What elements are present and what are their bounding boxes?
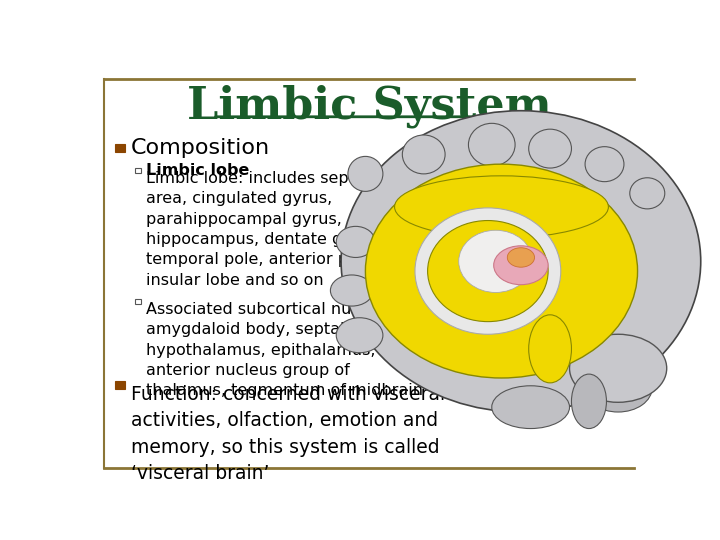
- Ellipse shape: [508, 248, 534, 267]
- Ellipse shape: [459, 230, 533, 293]
- Ellipse shape: [572, 374, 606, 429]
- Ellipse shape: [492, 386, 570, 429]
- Bar: [115, 144, 125, 152]
- Ellipse shape: [348, 157, 383, 191]
- Ellipse shape: [494, 246, 548, 285]
- Ellipse shape: [395, 176, 608, 238]
- Text: Limbic lobe: Limbic lobe: [145, 163, 249, 178]
- Ellipse shape: [415, 208, 561, 334]
- Ellipse shape: [341, 111, 701, 412]
- Text: Function: concerned with visceral
activities, olfaction, emotion and
memory, so : Function: concerned with visceral activi…: [131, 385, 445, 483]
- Ellipse shape: [630, 178, 665, 209]
- Bar: [135, 299, 141, 305]
- Ellipse shape: [585, 147, 624, 181]
- Bar: [115, 381, 125, 389]
- Ellipse shape: [402, 135, 445, 174]
- Text: Limbic lobe: includes septal
area, cingulated gyrus,
parahippocampal gyrus,
hipp: Limbic lobe: includes septal area, cingu…: [145, 171, 391, 288]
- Text: Limbic System: Limbic System: [186, 85, 552, 128]
- Ellipse shape: [469, 123, 515, 166]
- Ellipse shape: [366, 164, 638, 378]
- Text: Associated subcortical nuclei:
amygdaloid body, septal nuclei,
hypothalamus, epi: Associated subcortical nuclei: amygdaloi…: [145, 302, 423, 399]
- Bar: [135, 168, 141, 173]
- Text: Composition: Composition: [131, 138, 270, 158]
- Ellipse shape: [336, 318, 383, 353]
- Text: Limbic lobe: includes septal: Limbic lobe: includes septal: [145, 163, 369, 178]
- Ellipse shape: [330, 275, 373, 306]
- Ellipse shape: [528, 129, 572, 168]
- Ellipse shape: [428, 220, 548, 322]
- Ellipse shape: [584, 363, 652, 412]
- Ellipse shape: [336, 226, 375, 258]
- Ellipse shape: [528, 315, 572, 383]
- Ellipse shape: [570, 334, 667, 402]
